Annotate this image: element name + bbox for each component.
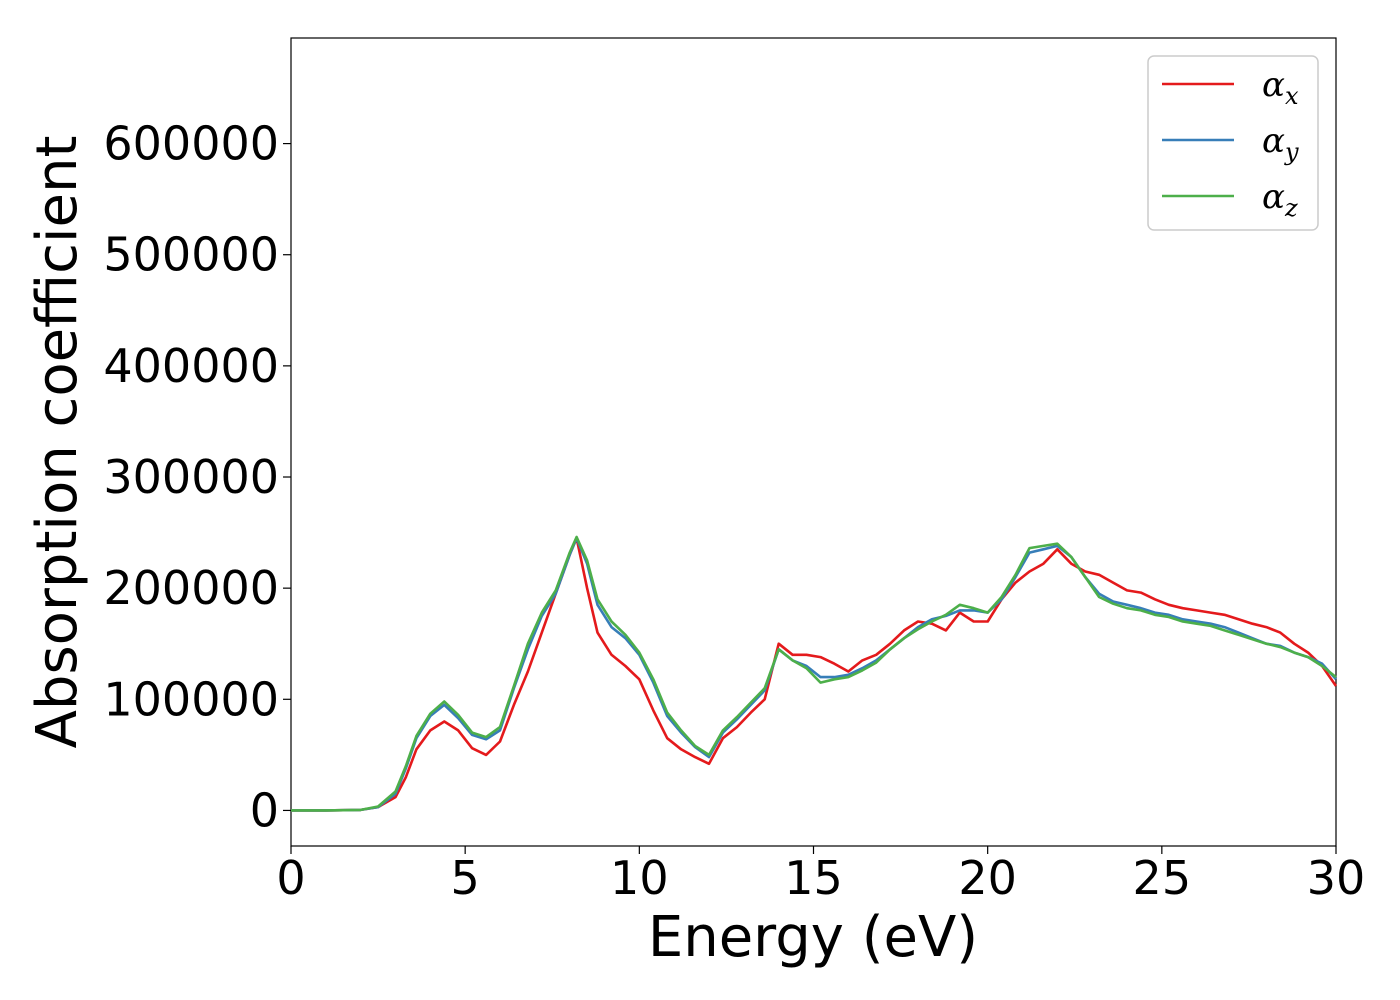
y-axis: 0 100000 200000 300000 400000 500000 600000 (103, 117, 291, 837)
x-tick-label: 15 (784, 851, 843, 905)
x-tick-label: 30 (1307, 851, 1366, 905)
y-tick-label: 300000 (103, 450, 279, 504)
x-axis: 0 5 10 15 20 25 30 (276, 846, 1365, 905)
legend-box (1147, 55, 1319, 231)
y-tick-label: 400000 (103, 339, 279, 393)
y-tick-label: 0 (250, 783, 279, 837)
series-line-z (291, 535, 1337, 812)
y-tick-label: 100000 (103, 672, 279, 726)
x-tick-label: 5 (451, 851, 480, 905)
y-tick-label: 500000 (103, 228, 279, 282)
y-tick-label: 600000 (103, 117, 279, 171)
y-axis-title: Absorption coefficient (25, 136, 90, 749)
x-tick-label: 10 (610, 851, 669, 905)
series-lines (291, 535, 1338, 812)
y-tick-label: 200000 (103, 561, 279, 615)
x-axis-title: Energy (eV) (648, 905, 978, 970)
x-tick-label: 25 (1133, 851, 1192, 905)
x-tick-label: 20 (958, 851, 1017, 905)
x-tick-label: 0 (276, 851, 305, 905)
series-line-x (291, 536, 1338, 812)
